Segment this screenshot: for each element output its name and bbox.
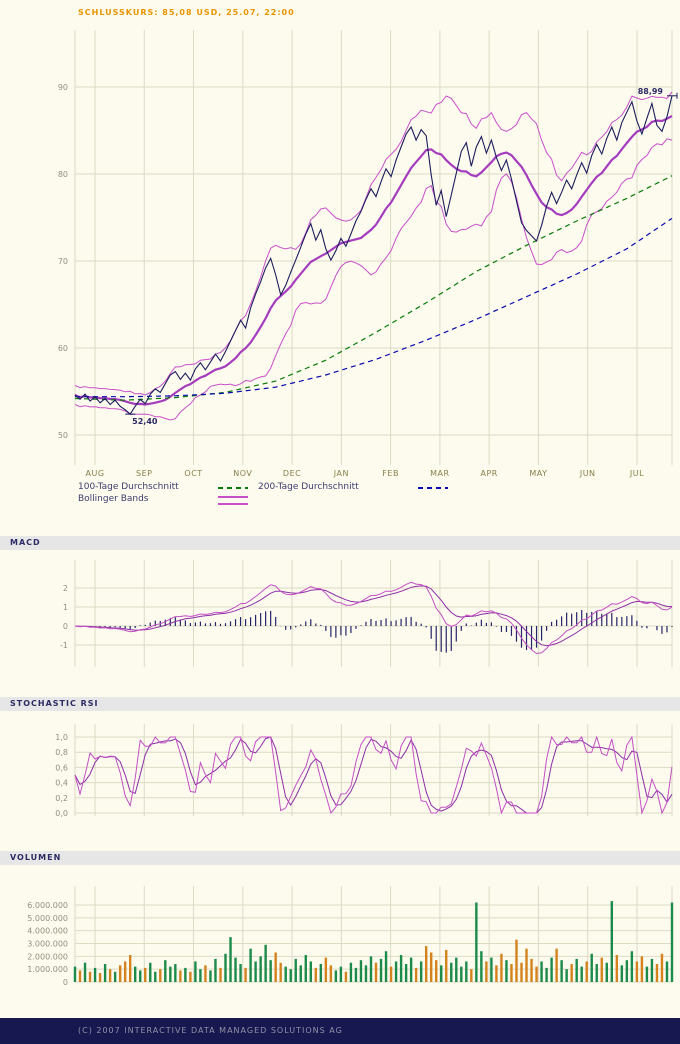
svg-text:APR: APR <box>480 469 497 478</box>
svg-text:50: 50 <box>58 431 68 440</box>
svg-text:80: 80 <box>58 170 68 179</box>
ma200-dashed-line-sample <box>418 487 448 489</box>
price-chart-canvas: 90 80 70 60 50 AUG SEP OCT NOV DEC JAN FEB MAR APR MAY… <box>58 30 678 478</box>
legend-ma100-label: 100-Tage Durchschnitt <box>78 482 179 492</box>
svg-text:1.000.000: 1.000.000 <box>27 965 68 974</box>
svg-text:1,0: 1,0 <box>55 733 68 742</box>
macd-section-title: MACD <box>10 538 41 547</box>
volume-section-title: VOLUMEN <box>10 853 62 862</box>
svg-text:4.000.000: 4.000.000 <box>27 927 68 936</box>
volume-section-header: VOLUMEN <box>0 851 680 865</box>
svg-text:2: 2 <box>63 584 68 593</box>
svg-text:-1: -1 <box>60 641 68 650</box>
svg-text:90: 90 <box>58 83 68 92</box>
stochastic-rsi-section-title: STOCHASTIC RSI <box>10 699 99 708</box>
ma100-dashed-line-sample <box>218 487 248 489</box>
stochastic-rsi-section-header: STOCHASTIC RSI <box>0 697 680 711</box>
svg-text:5.000.000: 5.000.000 <box>27 914 68 923</box>
legend-row-bollinger: Bollinger Bands <box>0 494 680 506</box>
closing-price-title: SCHLUSSKURS: 85,08 USD, 25.07, 22:00 <box>78 8 295 17</box>
copyright-text: (C) 2007 INTERACTIVE DATA MANAGED SOLUTI… <box>78 1026 343 1035</box>
svg-text:AUG: AUG <box>85 469 104 478</box>
svg-text:2.000.000: 2.000.000 <box>27 952 68 961</box>
svg-text:SEP: SEP <box>136 469 152 478</box>
svg-text:MAR: MAR <box>430 469 449 478</box>
svg-text:JUL: JUL <box>629 469 644 478</box>
svg-text:0,6: 0,6 <box>55 763 68 772</box>
svg-text:0,2: 0,2 <box>55 794 68 803</box>
svg-text:NOV: NOV <box>233 469 252 478</box>
svg-text:0,8: 0,8 <box>55 748 68 757</box>
svg-text:MAY: MAY <box>529 469 547 478</box>
svg-text:1: 1 <box>63 603 68 612</box>
svg-text:60: 60 <box>58 344 68 353</box>
legend-row-averages: 100-Tage Durchschnitt 200-Tage Durchschn… <box>0 482 680 494</box>
svg-text:DEC: DEC <box>283 469 301 478</box>
svg-text:52,40: 52,40 <box>132 417 158 426</box>
bollinger-band-sample <box>218 496 248 505</box>
svg-text:88,99: 88,99 <box>638 87 664 96</box>
svg-text:0: 0 <box>63 622 68 631</box>
svg-text:0,4: 0,4 <box>55 779 68 788</box>
svg-text:0: 0 <box>63 978 68 987</box>
chart-legend: 100-Tage Durchschnitt 200-Tage Durchschn… <box>0 482 680 508</box>
macd-section-header: MACD <box>0 536 680 550</box>
svg-text:JUN: JUN <box>579 469 596 478</box>
svg-text:0,0: 0,0 <box>55 809 68 818</box>
svg-text:70: 70 <box>58 257 68 266</box>
volume-chart-canvas: 6.000.000 5.000.000 4.000.000 3.000.000 2.00… <box>27 886 674 987</box>
svg-text:OCT: OCT <box>184 469 202 478</box>
legend-ma200-label: 200-Tage Durchschnitt <box>258 482 359 492</box>
copyright-footer-bar: (C) 2007 INTERACTIVE DATA MANAGED SOLUTI… <box>0 1018 680 1044</box>
svg-text:JAN: JAN <box>333 469 349 478</box>
macd-chart-canvas: 2 1 0 -1 <box>60 560 673 667</box>
legend-bollinger-label: Bollinger Bands <box>78 494 149 504</box>
svg-text:3.000.000: 3.000.000 <box>27 940 68 949</box>
svg-text:6.000.000: 6.000.000 <box>27 901 68 910</box>
stochastic-rsi-chart-canvas: 1,0 0,8 0,6 0,4 0,2 0,0 <box>55 724 673 818</box>
svg-text:FEB: FEB <box>382 469 399 478</box>
